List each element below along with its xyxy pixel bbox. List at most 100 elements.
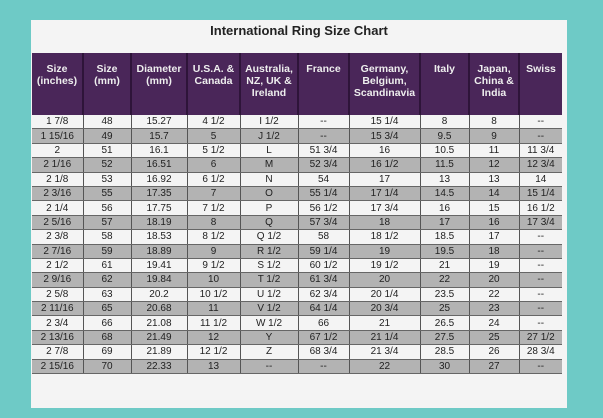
table-cell: -- (519, 272, 562, 288)
table-cell: 2 5/16 (32, 215, 84, 231)
table-cell: 17.75 (131, 200, 188, 216)
table-cell: 10 1/2 (187, 287, 241, 303)
table-cell: 55 1/4 (298, 186, 350, 202)
table-cell: 2 1/8 (32, 172, 84, 187)
table-cell: 14 (469, 186, 520, 202)
table-cell: -- (519, 229, 562, 245)
table-row: 2 3/4 66 21.08 11 1/2 W 1/2 66 21 26.5 24 -- (32, 315, 562, 331)
column-header: Diameter (mm) (131, 53, 188, 115)
table-cell: 14 (519, 172, 562, 187)
table-row: 2 3/8 58 18.53 8 1/2 Q 1/2 58 18 1/2 18.5 17 -- (32, 229, 562, 245)
table-row: 2 7/16 59 18.89 9 R 1/2 59 1/4 19 19.5 18 -- (32, 244, 562, 259)
table-cell: 12 (469, 157, 520, 173)
table-cell: 51 3/4 (298, 143, 350, 159)
table-cell: 17 (469, 229, 520, 245)
table-cell: Q 1/2 (240, 229, 299, 245)
table-cell: 2 (32, 143, 84, 159)
table-cell: 2 9/16 (32, 272, 84, 288)
table-cell: 49 (83, 128, 132, 144)
table-cell: 8 (469, 115, 520, 130)
table-row: 2 7/8 69 21.89 12 1/2 Z 68 3/4 21 3/4 28.5 26 28 … (32, 344, 562, 360)
table-cell: 16.51 (131, 157, 188, 173)
table-cell: 2 3/8 (32, 229, 84, 245)
table-cell: 8 (187, 215, 241, 231)
table-cell: 12 1/2 (187, 344, 241, 360)
column-header: Size (inches) (32, 53, 84, 115)
table-cell: U 1/2 (240, 287, 299, 303)
table-cell: 59 (83, 244, 132, 259)
table-row: 2 1/2 61 19.41 9 1/2 S 1/2 60 1/2 19 1/2 21 19 -- (32, 258, 562, 274)
table-cell: 13 (469, 172, 520, 187)
column-header: Italy (420, 53, 470, 115)
table-cell: 21 (349, 315, 421, 331)
table-cell: 1 15/16 (32, 128, 84, 144)
table-cell: 55 (83, 186, 132, 202)
table-cell: 1 7/8 (32, 115, 84, 130)
table-header-row: Size (inches) Size (mm) Diameter (mm) U.S.A… (32, 53, 562, 115)
table-cell: 22 (349, 359, 421, 375)
table-cell: 20 3/4 (349, 301, 421, 317)
table-cell: 66 (83, 315, 132, 331)
table-cell: 62 (83, 272, 132, 288)
table-cell: 28.5 (420, 344, 470, 360)
table-cell: S 1/2 (240, 258, 299, 274)
table-cell: 21 1/4 (349, 330, 421, 346)
table-cell: 17 (420, 215, 470, 231)
table-cell: 56 1/2 (298, 200, 350, 216)
table-cell: 15.7 (131, 128, 188, 144)
table-cell: 22.33 (131, 359, 188, 375)
table-cell: 19.5 (420, 244, 470, 259)
table-cell: 30 (420, 359, 470, 375)
table-cell: 11 3/4 (519, 143, 562, 159)
table-cell: 26.5 (420, 315, 470, 331)
table-cell: -- (519, 359, 562, 375)
table-cell: 21 (420, 258, 470, 274)
table-cell: 4 1/2 (187, 115, 241, 130)
table-cell: 9.5 (420, 128, 470, 144)
table-cell: 6 1/2 (187, 172, 241, 187)
table-cell: 5 (187, 128, 241, 144)
table-cell: 19.41 (131, 258, 188, 274)
table-cell: 61 (83, 258, 132, 274)
table-cell: V 1/2 (240, 301, 299, 317)
table-cell: 68 (83, 330, 132, 346)
table-cell: 10 (187, 272, 241, 288)
table-cell: 18 (469, 244, 520, 259)
table-cell: 25 (420, 301, 470, 317)
table-cell: 54 (298, 172, 350, 187)
table-cell: 18.19 (131, 215, 188, 231)
table-cell: 11 (187, 301, 241, 317)
table-cell: 26 (469, 344, 520, 360)
table-cell: 18.89 (131, 244, 188, 259)
column-header: U.S.A. & Canada (187, 53, 241, 115)
table-cell: 18 (349, 215, 421, 231)
table-row: 2 1/8 53 16.92 6 1/2 N 54 17 13 13 14 (32, 172, 562, 187)
table-cell: 2 1/2 (32, 258, 84, 274)
table-cell: 12 3/4 (519, 157, 562, 173)
table-cell: 9 1/2 (187, 258, 241, 274)
table-cell: 17 3/4 (349, 200, 421, 216)
table-row: 2 1/4 56 17.75 7 1/2 P 56 1/2 17 3/4 16 15 16 1/2 (32, 200, 562, 216)
table-cell: 22 (469, 287, 520, 303)
table-cell: 70 (83, 359, 132, 375)
chart-title: International Ring Size Chart (210, 23, 388, 38)
table-cell: 52 (83, 157, 132, 173)
table-cell: 20.2 (131, 287, 188, 303)
table-cell: 2 1/4 (32, 200, 84, 216)
table-cell: T 1/2 (240, 272, 299, 288)
column-header: Germany, Belgium, Scandinavia (349, 53, 421, 115)
table-cell: 16.92 (131, 172, 188, 187)
table-cell: 7 (187, 186, 241, 202)
table-cell: 52 3/4 (298, 157, 350, 173)
table-cell: 15 1/4 (519, 186, 562, 202)
table-cell: 21.49 (131, 330, 188, 346)
table-cell: 11.5 (420, 157, 470, 173)
table-cell: 57 3/4 (298, 215, 350, 231)
table-cell: 2 1/16 (32, 157, 84, 173)
table-cell: 21.89 (131, 344, 188, 360)
table-cell: 57 (83, 215, 132, 231)
table-cell: 65 (83, 301, 132, 317)
table-cell: J 1/2 (240, 128, 299, 144)
table-cell: 16.1 (131, 143, 188, 159)
table-cell: -- (519, 301, 562, 317)
